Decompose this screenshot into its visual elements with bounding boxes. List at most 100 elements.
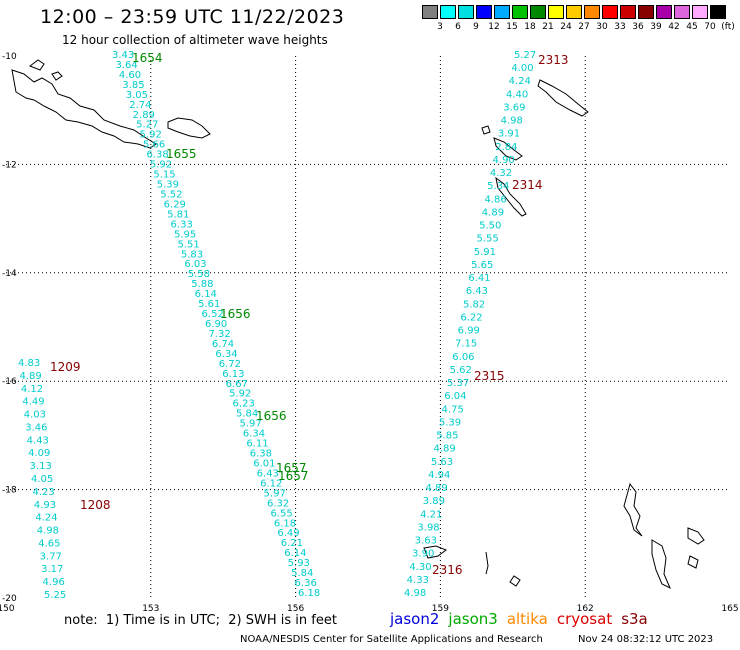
wave-height-value: 3.77: [40, 551, 62, 562]
legend-swatch: [584, 5, 600, 19]
legend-swatch: [566, 5, 582, 19]
lat-tick-label: -16: [2, 377, 17, 387]
wave-height-value: 6.23: [233, 399, 255, 410]
wave-height-value: 3.05: [126, 90, 148, 101]
wave-height-value: 4.75: [442, 404, 464, 415]
wave-height-value: 4.00: [511, 63, 533, 74]
wave-height-value: 4.86: [484, 194, 506, 205]
legend-level: 6: [455, 22, 461, 32]
legend-swatch: [422, 5, 438, 19]
legend-swatch: [494, 5, 510, 19]
legend-swatch: [440, 5, 456, 19]
pass-label: 2316: [432, 563, 463, 577]
legend-swatch: [476, 5, 492, 19]
pass-label: 1654: [132, 51, 163, 65]
wave-height-value: 5.85: [436, 431, 458, 442]
wave-height-value: 3.13: [30, 461, 52, 472]
map-note: note: 1) Time is in UTC; 2) SWH is in fe…: [64, 613, 337, 628]
coastline-new-guinea-east: [11, 69, 157, 149]
wave-height-value: 4.24: [509, 76, 531, 87]
wave-height-value: 3.63: [415, 536, 437, 547]
wave-height-value: 7.32: [208, 329, 230, 340]
wave-height-value: 4.89: [425, 483, 447, 494]
wave-height-value: 6.03: [184, 259, 206, 270]
map-title: 12:00 – 23:59 UTC 11/22/2023: [40, 6, 345, 28]
wave-height-value: 4.60: [119, 70, 141, 81]
pass-label: 1656: [256, 409, 287, 423]
wave-height-value: 6.43: [466, 286, 488, 297]
legend-level: 36: [632, 22, 644, 32]
wave-height-value: 5.34: [487, 181, 509, 192]
wave-height-value: 6.14: [284, 548, 306, 559]
wave-height-value: 5.58: [188, 269, 210, 280]
satellite-s3a: s3a: [621, 610, 648, 628]
wave-height-value: 4.32: [490, 168, 512, 179]
wave-height-value: 6.72: [219, 359, 241, 370]
coastlines: [11, 59, 705, 590]
wave-height-value: 5.52: [160, 189, 182, 200]
wave-height-value: 6.43: [257, 468, 279, 479]
wave-height-value: 6.41: [468, 273, 490, 284]
wave-height-value: 3.90: [412, 549, 434, 560]
wave-height-value: 5.97: [239, 419, 261, 430]
wave-height-value: 6.21: [281, 538, 303, 549]
legend-level: 70: [704, 22, 716, 32]
wave-height-value: 2.89: [133, 110, 155, 121]
legend-level: 45: [686, 22, 698, 32]
wave-height-value: 4.89: [482, 207, 504, 218]
wave-height-value: 6.55: [270, 508, 292, 519]
wave-height-value: 5.39: [157, 180, 179, 191]
wave-height-value: 5.37: [447, 378, 469, 389]
wave-height-value: 6.18: [298, 588, 320, 599]
wave-height-value: 6.29: [164, 199, 186, 210]
legend-unit: (ft): [721, 22, 735, 32]
legend-swatch: [548, 5, 564, 19]
coastline-solomon-a: [537, 79, 589, 117]
wave-height-value: 4.98: [37, 526, 59, 537]
wave-height-value: 3.17: [41, 564, 63, 575]
lon-tick-label: 159: [432, 604, 449, 614]
wave-height-value: 5.92: [150, 160, 172, 171]
lat-tick-label: -18: [2, 486, 17, 496]
coastline-island-a: [167, 117, 211, 139]
wave-height-value: 6.38: [146, 150, 168, 161]
legend-swatch: [656, 5, 672, 19]
wave-height-value: 5.81: [167, 209, 189, 220]
wave-height-value: 5.15: [153, 170, 175, 181]
wave-height-value: 5.50: [479, 221, 501, 232]
wave-height-value: 6.33: [171, 219, 193, 230]
satellite-cryosat: cryosat: [556, 610, 613, 628]
wave-height-value: 5.27: [136, 120, 158, 131]
lon-tick-label: 153: [142, 604, 159, 614]
wave-height-value: 6.11: [246, 439, 268, 450]
wave-height-value: 6.52: [202, 309, 224, 320]
wave-height-value: 6.13: [222, 369, 244, 380]
legend-level: 18: [524, 22, 536, 32]
satellite-legend: jason2 jason3 altika cryosat s3a: [390, 610, 657, 628]
pass-label: 1657: [276, 461, 307, 475]
pass-label: 2313: [538, 53, 569, 67]
legend-swatch: [530, 5, 546, 19]
legend-level: 9: [473, 22, 479, 32]
lat-lon-grid: 150 153 156 159 162 165 -10 -12 -14 -16 -18 -20: [0, 52, 739, 614]
wave-height-value: 3.85: [122, 80, 144, 91]
coastline-island-c: [51, 71, 63, 81]
wave-height-value: 4.43: [27, 435, 49, 446]
wave-height-value: 5.39: [439, 417, 461, 428]
wave-height-value: 5.61: [198, 299, 220, 310]
wave-height-value: 6.22: [460, 312, 482, 323]
coastline-solomon-b: [481, 125, 491, 135]
wave-height-value: 5.84: [236, 409, 258, 420]
legend-swatch: [692, 5, 708, 19]
wave-height-value: 3.89: [423, 496, 445, 507]
wave-height-value: 4.05: [31, 474, 53, 485]
legend-swatch: [638, 5, 654, 19]
wave-height-value: 2.84: [495, 142, 517, 153]
lon-tick-label: 162: [577, 604, 594, 614]
wave-height-value: 4.49: [22, 397, 44, 408]
legend-level: 15: [506, 22, 518, 32]
legend-swatch: [710, 5, 726, 19]
wave-height-value: 4.83: [18, 358, 40, 369]
wave-height-value: 6.34: [243, 429, 265, 440]
wave-height-value: 5.83: [181, 249, 203, 260]
